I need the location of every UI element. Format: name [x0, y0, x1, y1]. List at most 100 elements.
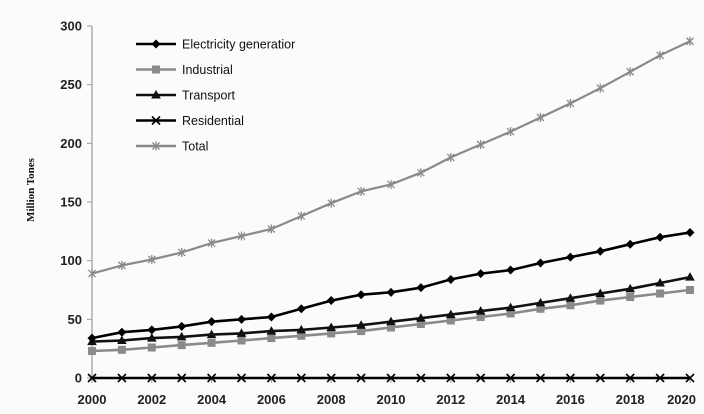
data-point [475, 306, 486, 315]
marker-stroke [266, 373, 276, 383]
data-point [326, 296, 336, 306]
x-tick-label: 2000 [78, 392, 107, 407]
series-industrial [88, 286, 694, 356]
marker-stroke [446, 373, 456, 383]
marker-stroke [685, 373, 695, 383]
marker-stroke [476, 373, 486, 383]
data-point [595, 373, 605, 383]
data-point [416, 313, 426, 322]
series-electricity-generation [87, 228, 695, 343]
data-point [626, 67, 635, 77]
data-point [476, 269, 486, 279]
data-point [387, 323, 395, 332]
data-point [685, 373, 695, 383]
data-point [207, 373, 217, 383]
data-point [177, 247, 186, 257]
legend-item: Total [136, 140, 208, 154]
data-point [506, 309, 515, 318]
data-point [266, 326, 277, 335]
data-point [596, 83, 605, 93]
marker-stroke [416, 373, 426, 383]
data-point [88, 269, 96, 279]
data-point [625, 283, 635, 293]
data-point [357, 186, 366, 196]
y-tick-label: 0 [75, 371, 82, 386]
data-point [446, 309, 456, 319]
marker-stroke [87, 373, 97, 383]
data-point [87, 373, 97, 383]
data-point [655, 232, 665, 242]
data-point [656, 289, 665, 298]
data-point [177, 341, 186, 350]
legend-item: Electricity generatior [136, 38, 295, 52]
data-point [207, 338, 216, 347]
legend: Electricity generatior Industrial Transpor… [136, 38, 295, 154]
data-point [117, 335, 127, 344]
data-point [536, 113, 545, 123]
legend-marker [152, 65, 160, 74]
data-point [266, 373, 276, 383]
data-point [297, 211, 306, 221]
data-point [296, 324, 307, 334]
data-point [117, 260, 126, 270]
data-point [87, 333, 97, 343]
data-point [686, 286, 694, 294]
data-point [535, 297, 546, 307]
data-point [117, 373, 127, 383]
data-point [296, 373, 306, 383]
data-point [147, 325, 157, 335]
marker-stroke [326, 373, 336, 383]
y-tick-label: 50 [68, 312, 82, 327]
x-tick-label: 2002 [137, 392, 166, 407]
data-point [685, 272, 695, 281]
data-point [686, 36, 694, 46]
legend-marker [151, 115, 161, 126]
data-point [506, 127, 515, 137]
data-point [416, 283, 426, 293]
x-tick-label: 2020 [667, 392, 696, 407]
x-tick-label: 2008 [317, 392, 346, 407]
data-point [656, 50, 665, 60]
series-transport [87, 272, 695, 346]
data-point [416, 168, 425, 178]
data-point [476, 373, 486, 383]
marker-stroke [151, 115, 161, 126]
data-point [237, 231, 246, 241]
data-point [387, 179, 395, 189]
data-point [506, 265, 516, 275]
data-point [177, 373, 187, 383]
legend-label: Transport [182, 89, 236, 103]
data-point [416, 320, 425, 329]
data-point [88, 347, 96, 356]
data-point [356, 373, 366, 383]
data-point [207, 238, 216, 248]
legend-item: Industrial [136, 63, 233, 77]
axes: 0 50 100 150 200 250 300 2000 2002 2004 2006 2008 20… [60, 19, 696, 408]
data-point [386, 316, 396, 326]
y-tick-label: 250 [60, 77, 82, 92]
marker-stroke [535, 373, 546, 383]
data-point [536, 304, 545, 313]
data-point [595, 288, 606, 298]
marker-stroke [655, 373, 665, 383]
data-point [655, 373, 665, 383]
data-point [177, 321, 187, 331]
data-point [446, 274, 456, 284]
legend-marker [152, 141, 160, 151]
data-point [476, 312, 485, 321]
data-point [176, 331, 187, 341]
x-tick-label: 2018 [616, 392, 645, 407]
data-point [147, 333, 157, 342]
legend-marker [151, 90, 161, 99]
series-group [87, 36, 695, 383]
data-point [266, 312, 276, 322]
data-point [356, 290, 366, 300]
data-point [595, 246, 605, 256]
legend-label: Industrial [182, 63, 233, 77]
data-point [386, 373, 396, 383]
data-point [326, 373, 336, 383]
y-tick-label: 150 [60, 195, 82, 210]
data-point [297, 331, 306, 340]
data-point [356, 320, 366, 329]
